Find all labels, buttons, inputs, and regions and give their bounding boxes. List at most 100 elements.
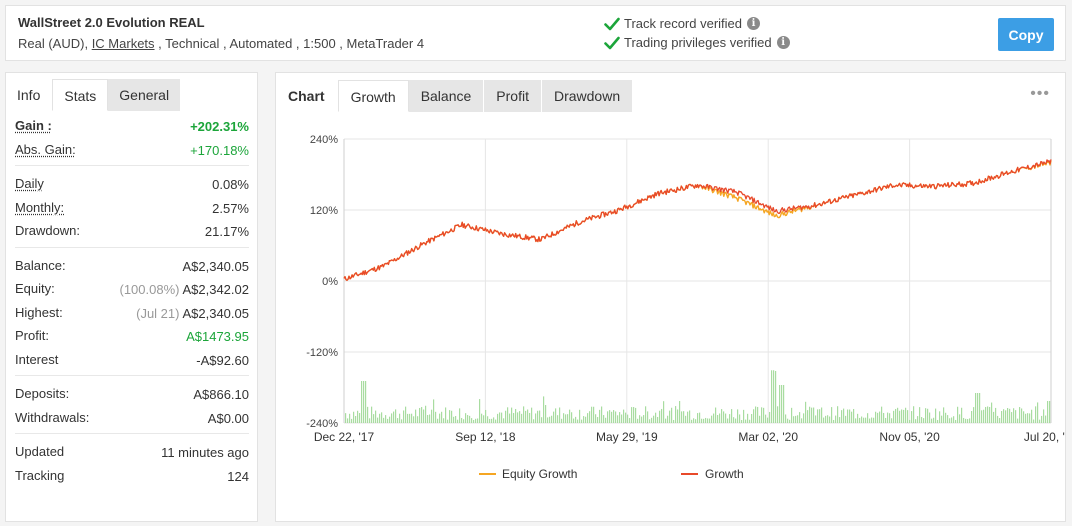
tab-info[interactable]: Info [6,79,53,111]
volume-bar [621,414,623,423]
volume-bar [1021,408,1023,423]
volume-bar [353,411,355,423]
volume-bar [825,415,827,423]
volume-bar [591,406,593,423]
volume-bar [627,414,629,423]
volume-bar [869,418,871,423]
volume-bar [763,407,765,423]
volume-bar [405,406,407,423]
volume-bar [911,411,913,423]
volume-bar [635,407,637,423]
volume-bar [921,417,923,423]
volume-bar [979,393,981,423]
volume-bar [513,413,515,423]
volume-bar [345,413,347,423]
volume-bar [965,418,967,423]
volume-bar [511,407,513,423]
volume-bar [731,409,733,423]
stat-label[interactable]: Gain : [15,118,52,133]
volume-bar [707,418,709,423]
volume-bar [445,407,447,423]
volume-bar [391,413,393,423]
tab-drawdown[interactable]: Drawdown [541,80,634,112]
volume-bar [871,417,873,423]
stat-label[interactable]: Abs. Gain: [15,141,76,157]
volume-bar [355,416,357,423]
volume-bar [647,411,649,423]
volume-bar [843,408,845,423]
tab-balance[interactable]: Balance [408,80,485,112]
volume-bar [435,411,437,423]
y-tick-label: -240% [306,418,338,430]
volume-bar [503,418,505,423]
volume-bar [387,418,389,423]
volume-bar [487,416,489,423]
copy-button[interactable]: Copy [998,18,1054,51]
volume-bar [723,411,725,423]
volume-bar [917,416,919,423]
volume-bar [795,415,797,423]
stat-abs-gain: Abs. Gain: +170.18% [15,137,249,161]
stat-updated: Updated 11 minutes ago [15,439,249,463]
volume-bar [365,381,367,423]
stat-gain: Gain : +202.31% [15,113,249,137]
volume-bar [499,412,501,423]
volume-bar [949,418,951,423]
stat-amount: A$2,342.02 [182,282,249,297]
volume-bar [699,412,701,423]
volume-bar [721,409,723,423]
volume-bar [981,410,983,423]
stat-label[interactable]: Monthly: [15,199,65,215]
stat-label: Drawdown: [15,223,81,238]
info-icon[interactable]: i [747,17,760,30]
volume-bar [551,415,553,423]
volume-bar [623,409,625,423]
volume-bar [455,416,457,423]
volume-bar [1019,407,1021,423]
volume-bar [953,416,955,423]
x-tick-label: Sep 12, '18 [455,430,516,444]
tab-chart[interactable]: Chart [276,80,338,112]
tab-profit[interactable]: Profit [484,80,542,112]
equity-growth-line [343,160,1052,281]
volume-bar [471,418,473,423]
volume-bar [775,370,777,423]
tab-general[interactable]: General [108,79,182,111]
volume-bar [649,419,651,423]
stat-label[interactable]: Daily [15,176,44,191]
volume-bar [893,410,895,423]
volume-bar [701,418,703,423]
volume-bar [951,417,953,423]
y-tick-label: 240% [310,134,338,146]
volume-bar [1017,418,1019,423]
volume-bar [447,419,449,423]
volume-bar [741,419,743,423]
volume-bar [515,408,517,423]
volume-bar [1035,406,1037,423]
stat-label: Interest [15,351,59,367]
volume-bar [987,406,989,423]
volume-bar [797,415,799,423]
stat-value: 11 minutes ago [161,445,249,460]
legend-growth[interactable]: Growth [705,467,744,481]
volume-bar [779,385,781,423]
volume-bar [781,385,783,423]
volume-bar [819,409,821,423]
broker-link[interactable]: IC Markets [91,36,155,51]
volume-bar [433,399,435,423]
volume-bar [415,409,417,423]
tab-growth[interactable]: Growth [337,80,409,112]
tab-stats[interactable]: Stats [52,79,109,111]
more-options-icon[interactable]: ••• [1030,85,1050,102]
legend-equity-growth[interactable]: Equity Growth [502,467,577,481]
volume-bar [867,413,869,423]
volume-bar [831,407,833,423]
chart-lines [343,159,1052,281]
volume-bar [801,418,803,423]
volume-bar [581,419,583,423]
stat-label: Updated [15,444,65,459]
volume-bar [957,406,959,423]
volume-bar [889,413,891,423]
volume-bar [1037,402,1039,423]
info-icon[interactable]: i [776,36,790,49]
